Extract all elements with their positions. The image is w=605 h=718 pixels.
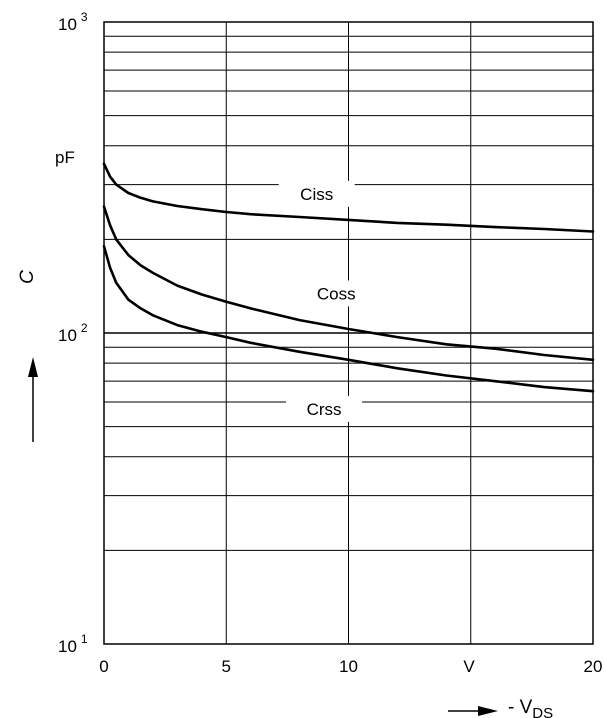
y-axis-label: C [17, 270, 38, 284]
x-axis-label: - VDS [508, 697, 553, 718]
x-axis-label-prefix: - V [508, 697, 533, 718]
series-line-crss [102, 245, 595, 393]
series-line-coss [102, 205, 595, 362]
series-label-bg [298, 280, 375, 307]
x-axis-arrow [448, 706, 498, 716]
y-axis-arrow [28, 357, 38, 442]
x-tick-label: 20 [584, 657, 603, 676]
x-axis-label-sub: DS [532, 705, 553, 718]
series-line-ciss [102, 162, 595, 233]
y-tick-label: 10 3 [58, 10, 88, 34]
series-label-crss: Crss [307, 400, 342, 419]
series-curves [102, 162, 595, 393]
y-tick-label: 10 1 [58, 632, 88, 656]
plot-frame [103, 21, 594, 645]
series-label-bg [286, 395, 363, 422]
x-unit-label: V [463, 657, 475, 676]
y-tick-label: 10 2 [58, 321, 88, 345]
grid-lines [104, 22, 593, 644]
series-labels: Ciss Coss Crss [278, 180, 375, 422]
x-tick-label: 5 [222, 657, 231, 676]
x-tick-label: 10 [339, 657, 358, 676]
series-label-bg [278, 180, 355, 207]
x-tick-labels: 0 5 10 20 [99, 657, 602, 676]
series-label-coss: Coss [317, 284, 356, 303]
x-tick-label: 0 [99, 657, 108, 676]
series-label-ciss: Ciss [300, 185, 333, 204]
y-unit-label: pF [55, 148, 75, 167]
